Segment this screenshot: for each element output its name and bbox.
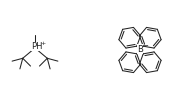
Text: −: − <box>142 42 148 48</box>
Text: B: B <box>137 44 143 54</box>
Text: +: + <box>40 41 46 46</box>
Text: PH: PH <box>31 42 43 51</box>
